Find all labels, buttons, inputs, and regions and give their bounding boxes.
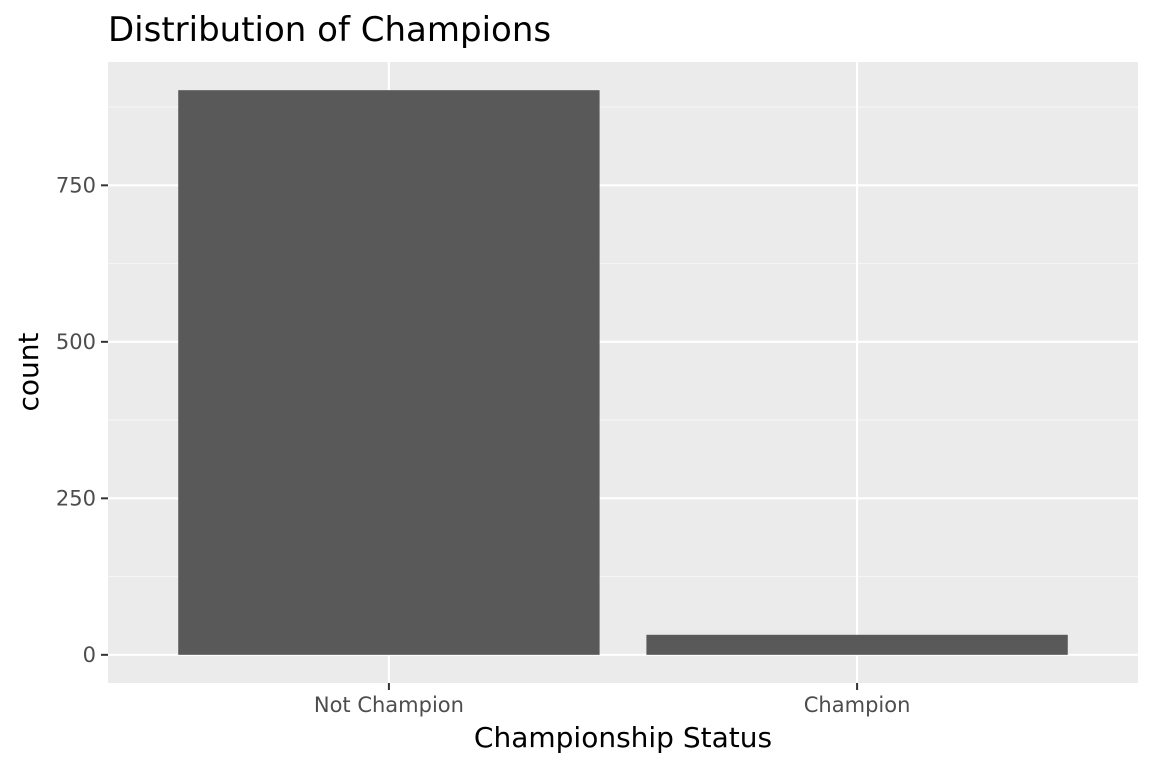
y-tick-label: 0 [83,643,96,667]
chart-title: Distribution of Champions [108,10,551,50]
y-axis: 0 250 500 750 [56,173,108,667]
x-axis-title: Championship Status [474,721,772,754]
x-tick-label: Champion [804,693,911,717]
bar [178,90,600,655]
x-axis: Not Champion Champion [314,683,911,717]
y-tick-label: 250 [56,486,96,510]
y-tick-label: 750 [56,173,96,197]
bar [646,634,1068,655]
bars [178,90,1068,655]
y-tick-label: 500 [56,330,96,354]
x-tick-label: Not Champion [314,693,464,717]
y-axis-title: count [12,332,45,411]
